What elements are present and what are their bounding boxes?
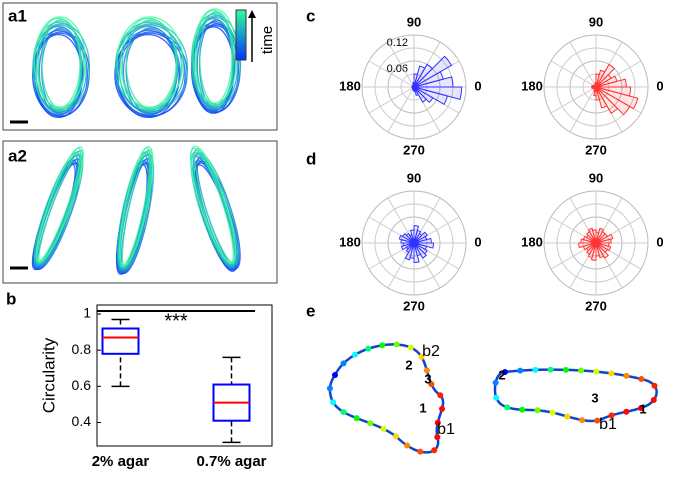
contour-node — [493, 395, 499, 401]
contour-node — [579, 417, 585, 423]
contour-node — [623, 373, 629, 379]
panel-label: a2 — [8, 146, 27, 165]
contour-node — [548, 367, 554, 373]
panel-label: d — [306, 149, 316, 168]
arrow-head — [248, 10, 256, 18]
contour-node — [341, 409, 347, 415]
panel-label: a1 — [8, 6, 27, 25]
contour-label: 1 — [419, 400, 426, 415]
cell-contour — [183, 145, 241, 267]
contour-node — [330, 399, 336, 405]
contour-node — [608, 370, 614, 376]
y-tick-label: 0.6 — [72, 377, 92, 393]
contour-node — [439, 406, 445, 412]
theta-tick-label: 180 — [521, 234, 543, 249]
contour-node — [404, 443, 410, 449]
contour-node — [517, 368, 523, 374]
contour-node — [651, 397, 657, 403]
contour-node — [564, 413, 570, 419]
contour-node — [327, 385, 333, 391]
x-tick-label: 2% agar — [92, 453, 150, 470]
box — [103, 329, 139, 354]
contour — [330, 344, 443, 452]
contour-label: b1 — [437, 421, 455, 438]
contour-label: b2 — [422, 343, 440, 360]
contour-node — [379, 342, 385, 348]
contour-node — [381, 426, 387, 432]
theta-tick-label: 90 — [589, 14, 603, 29]
theta-tick-label: 270 — [585, 142, 607, 157]
contour-label: b1 — [599, 416, 617, 433]
polar-spoke — [551, 87, 596, 113]
contour-node — [431, 447, 437, 453]
polar-spoke — [551, 61, 596, 87]
theta-tick-label: 0 — [656, 234, 663, 249]
contour-label: 1 — [639, 401, 646, 416]
contour-label: 3 — [591, 390, 598, 405]
contour-node — [437, 392, 443, 398]
contour-node — [341, 360, 347, 366]
contour-label: 2 — [498, 367, 505, 382]
panel-label: e — [306, 301, 315, 320]
contour-node — [519, 407, 525, 413]
contour-node — [394, 342, 400, 348]
colorbar-label: time — [259, 26, 276, 54]
significance: *** — [164, 310, 188, 332]
r-tick-label: 0.12 — [387, 37, 408, 49]
theta-tick-label: 270 — [403, 142, 425, 157]
contour-node — [367, 420, 373, 426]
theta-tick-label: 180 — [339, 78, 361, 93]
theta-tick-label: 0 — [474, 78, 481, 93]
y-axis-label: Circularity — [39, 337, 58, 413]
contour-node — [332, 372, 338, 378]
contour-node — [532, 367, 538, 373]
theta-tick-label: 0 — [656, 78, 663, 93]
contour-node — [578, 367, 584, 373]
theta-tick-label: 90 — [589, 170, 603, 185]
colorbar — [236, 10, 246, 60]
polar-spoke — [570, 42, 596, 87]
cell-outlines — [25, 9, 249, 276]
polar-spoke — [388, 87, 414, 132]
contour-node — [550, 410, 556, 416]
theta-tick-label: 90 — [407, 170, 421, 185]
contour-node — [563, 367, 569, 373]
contour-label: 2 — [405, 357, 412, 372]
theta-tick-label: 0 — [474, 234, 481, 249]
polar-spoke — [369, 87, 414, 113]
y-tick-label: 0.4 — [72, 413, 92, 429]
panel-label: c — [306, 6, 315, 25]
contour-node — [504, 404, 510, 410]
y-tick-label: 1 — [83, 305, 91, 321]
contour-node — [393, 433, 399, 439]
contour-node — [593, 369, 599, 375]
contours — [327, 342, 658, 455]
theta-tick-label: 90 — [407, 14, 421, 29]
theta-tick-label: 180 — [521, 78, 543, 93]
panel-label: b — [6, 289, 16, 308]
contour-label: 3 — [424, 371, 431, 386]
theta-tick-label: 180 — [339, 234, 361, 249]
contour — [495, 370, 657, 421]
contour-node — [365, 346, 371, 352]
x-tick-label: 0.7% agar — [196, 453, 266, 470]
y-tick-label: 0.8 — [72, 341, 92, 357]
contour-node — [352, 352, 358, 358]
contour-node — [623, 409, 629, 415]
contour-node — [417, 449, 423, 455]
theta-tick-label: 270 — [403, 298, 425, 313]
polar-spoke — [570, 87, 596, 132]
contour-node — [408, 345, 414, 351]
theta-tick-label: 270 — [585, 298, 607, 313]
contour-node — [534, 407, 540, 413]
contour-node — [354, 415, 360, 421]
contour-node — [638, 376, 644, 382]
contour-node — [652, 383, 658, 389]
